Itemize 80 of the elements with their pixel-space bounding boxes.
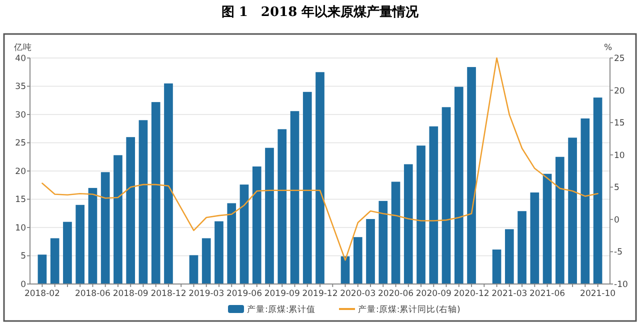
x-tick-label: 2018-09 xyxy=(112,289,148,299)
y-tick-label: 35 xyxy=(15,82,26,92)
bar xyxy=(278,129,287,284)
bar xyxy=(290,111,300,284)
x-tick-label: 2021-03 xyxy=(492,289,528,299)
bar xyxy=(189,255,198,284)
x-tick-label: 2019-06 xyxy=(226,289,262,299)
bar xyxy=(151,102,160,284)
bar xyxy=(88,188,98,284)
bar xyxy=(100,172,110,284)
bar xyxy=(366,219,375,284)
legend-label: 产量:原煤:累计同比(右轴) xyxy=(358,304,460,315)
x-tick-label: 2020-09 xyxy=(416,289,452,299)
bar xyxy=(467,67,476,284)
x-tick-label: 2018-12 xyxy=(150,289,186,299)
bar xyxy=(265,148,274,284)
y-tick-label: 0 xyxy=(20,280,26,290)
bar xyxy=(316,72,324,284)
bar xyxy=(202,238,211,284)
bar xyxy=(340,256,350,284)
bar xyxy=(555,156,564,284)
bar xyxy=(240,184,249,284)
bar xyxy=(126,137,136,284)
x-tick-label: 2020-06 xyxy=(378,289,414,299)
y-tick-label: 20 xyxy=(15,166,26,177)
x-tick-label: 2019-03 xyxy=(188,289,224,299)
bar xyxy=(593,98,602,284)
y-tick-label: 10 xyxy=(15,223,26,234)
x-tick-label: 2020-12 xyxy=(454,289,490,299)
x-tick-label: 2019-12 xyxy=(302,289,338,299)
legend-label: 产量:原煤:累计值 xyxy=(247,304,316,315)
y-tick-label: 5 xyxy=(20,252,26,262)
x-tick-label: 2021-06 xyxy=(530,289,566,299)
bar xyxy=(518,211,526,284)
bar xyxy=(454,86,464,284)
line-series xyxy=(42,57,598,261)
bar xyxy=(404,164,413,284)
y2-tick-label: -5 xyxy=(614,248,622,258)
bar xyxy=(63,222,72,284)
x-tick-label: 2018-02 xyxy=(24,289,60,299)
bar xyxy=(568,138,577,284)
y2-tick-label: 0 xyxy=(614,215,620,226)
bar xyxy=(416,146,426,284)
bar xyxy=(76,204,85,284)
y2-axis-title: % xyxy=(604,43,612,53)
y2-tick-label: 15 xyxy=(614,118,625,129)
bar xyxy=(164,83,173,284)
bar xyxy=(227,203,236,284)
bar xyxy=(38,254,47,284)
bar xyxy=(442,107,451,284)
bar xyxy=(50,238,60,284)
bar xyxy=(378,200,388,284)
x-tick-label: 2020-03 xyxy=(340,289,376,299)
bar xyxy=(429,126,438,284)
bar xyxy=(353,237,362,284)
y2-tick-label: 5 xyxy=(614,183,620,194)
bar xyxy=(214,221,224,284)
x-tick-label: 2021-10 xyxy=(580,289,616,299)
bar xyxy=(391,182,400,284)
bar xyxy=(504,229,514,284)
x-tick-label: 2019-09 xyxy=(264,289,300,299)
y-tick-label: 15 xyxy=(15,195,26,206)
y-tick-label: 30 xyxy=(15,110,26,120)
y2-tick-label: 10 xyxy=(614,150,625,161)
y-tick-label: 40 xyxy=(15,54,26,64)
bar xyxy=(252,166,262,284)
bar xyxy=(138,120,148,284)
y2-tick-label: 25 xyxy=(614,54,625,64)
y2-tick-label: -10 xyxy=(614,280,628,290)
bar xyxy=(530,192,540,284)
y-tick-label: 25 xyxy=(15,138,26,149)
x-tick-label: 2018-06 xyxy=(74,289,110,299)
bar xyxy=(114,155,122,284)
y-axis-title: 亿吨 xyxy=(13,42,32,53)
bar xyxy=(302,92,312,284)
bar xyxy=(542,174,552,284)
chart-title: 图 1 2018 年以来原煤产量情况 xyxy=(221,4,420,20)
y2-tick-label: 20 xyxy=(614,86,625,96)
bar xyxy=(580,118,590,284)
bar xyxy=(492,250,502,284)
